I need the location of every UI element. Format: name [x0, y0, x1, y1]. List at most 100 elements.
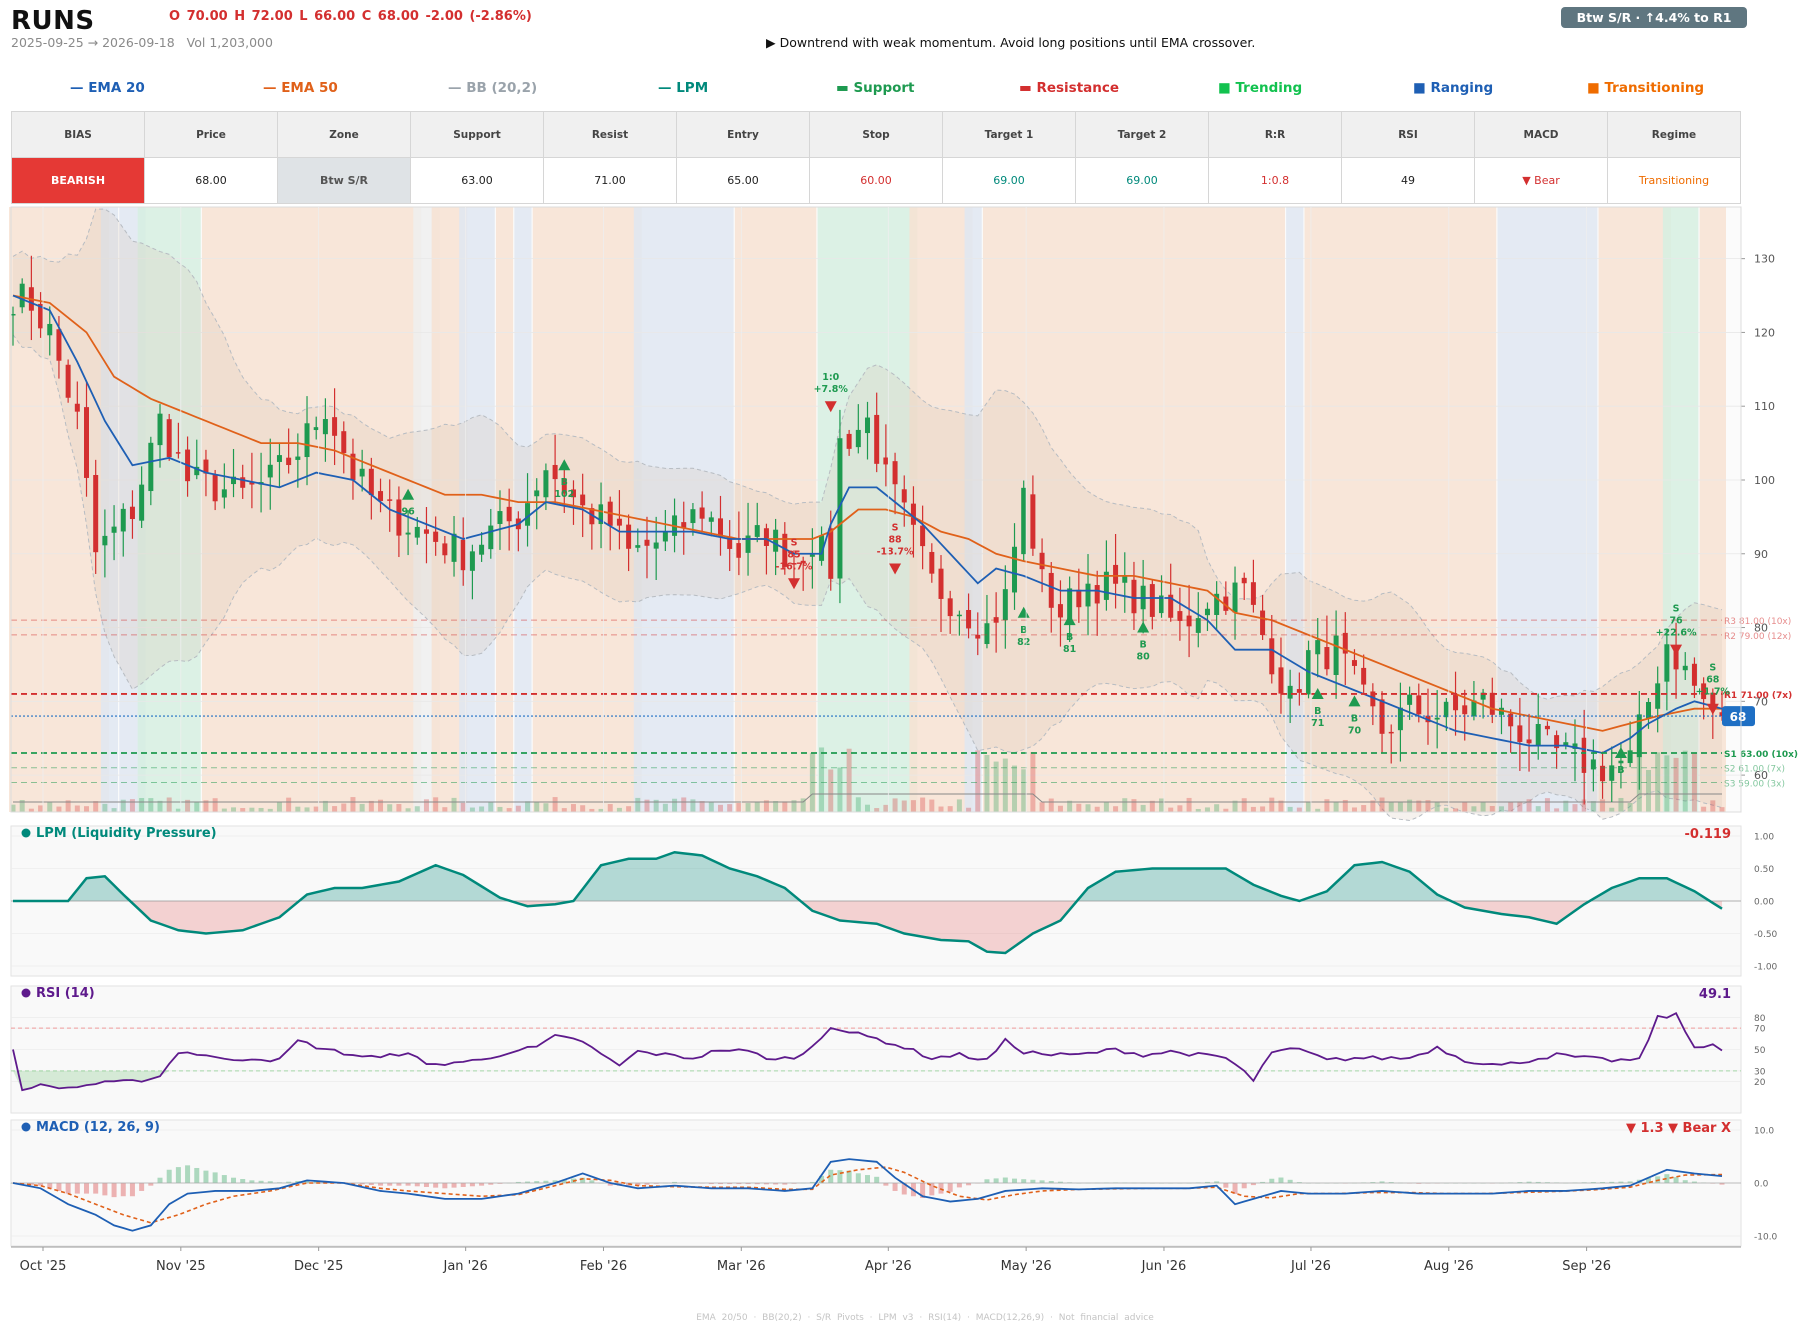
price-pane-border: [10, 206, 1742, 813]
candle-body: [791, 563, 797, 565]
candle-body: [1627, 750, 1633, 764]
candle-body: [1333, 635, 1339, 676]
macd-histogram-bar: [387, 1183, 393, 1186]
volume-bar: [773, 801, 779, 812]
macd-histogram-bar: [966, 1183, 972, 1186]
volume-bar: [203, 800, 209, 812]
candle-body: [1710, 692, 1716, 709]
candle-body: [350, 453, 356, 481]
volume-bar: [855, 797, 861, 812]
volume-bar: [1241, 798, 1247, 812]
candle-body: [1388, 731, 1394, 734]
volume-bar: [570, 804, 576, 812]
volume-bar: [1554, 808, 1560, 812]
candle-body: [1094, 585, 1100, 604]
candle-body: [1443, 701, 1449, 718]
candle-body: [1149, 584, 1155, 617]
candle-body: [203, 459, 209, 474]
macd-histogram-bar: [708, 1183, 714, 1185]
volume-bar: [938, 806, 944, 812]
candle-body: [1021, 487, 1027, 555]
candle-body: [773, 529, 779, 552]
rsi-tick-label: 70: [1754, 1025, 1766, 1035]
candle-body: [1324, 647, 1330, 670]
rsi-line: [12, 1012, 1723, 1092]
header-stop: Stop: [809, 111, 943, 158]
volume-bar: [782, 801, 788, 812]
macd-histogram-bar: [644, 1183, 650, 1185]
macd-histogram-bar: [139, 1183, 145, 1191]
macd-histogram-bar: [1204, 1181, 1210, 1183]
volume-bar: [1076, 803, 1082, 812]
macd-histogram-bar: [892, 1183, 898, 1191]
volume-bar: [1434, 801, 1440, 812]
volume-bar: [1315, 808, 1321, 812]
volume-bar: [1324, 799, 1330, 812]
x-tick-label: Jun '26: [1141, 1259, 1187, 1274]
macd-tick-label: 10.0: [1754, 1127, 1774, 1137]
candle-body: [984, 623, 990, 645]
volume-bar: [975, 750, 981, 812]
volume-bar: [341, 803, 347, 812]
volume-bar: [1140, 804, 1146, 812]
candle-body: [84, 407, 90, 478]
macd-histogram-bar: [295, 1181, 301, 1183]
macd-histogram-bar: [956, 1183, 962, 1188]
volume-bar: [368, 800, 374, 812]
sell-signal-label: 76: [1669, 616, 1683, 627]
candle-body: [653, 542, 659, 549]
rsi-tick-label: 30: [1754, 1067, 1766, 1077]
macd-histogram-bar: [102, 1183, 108, 1196]
volume-bar: [1168, 807, 1174, 812]
volume-bar: [65, 800, 71, 812]
buy-signal-label: 82: [1017, 637, 1030, 648]
candle-body: [1039, 552, 1045, 570]
price-tick-label: 110: [1754, 400, 1775, 413]
macd-histogram-bar: [819, 1175, 825, 1183]
volume-bar: [865, 804, 870, 812]
candle-body: [38, 303, 44, 329]
candle-body: [699, 507, 705, 519]
resistance-level-label: R2 79.00 (12x): [1724, 632, 1791, 642]
macd-histogram-bar: [1664, 1174, 1670, 1183]
volume-bar: [607, 804, 613, 812]
macd-histogram-bar: [1223, 1183, 1229, 1188]
macd-histogram-bar: [561, 1179, 567, 1183]
volume-bar: [497, 806, 503, 812]
macd-histogram-bar: [929, 1183, 935, 1196]
candle-body: [65, 364, 71, 398]
macd-histogram-bar: [828, 1169, 834, 1183]
candle-body: [1260, 610, 1266, 635]
candle-body: [947, 598, 953, 617]
volume-bar: [552, 797, 558, 812]
lpm-tick-label: 0.50: [1754, 865, 1774, 875]
x-tick-label: Apr '26: [865, 1259, 912, 1274]
volume-bar: [699, 801, 705, 812]
candle-body: [975, 634, 981, 639]
buy-signal-label: 70: [1348, 725, 1362, 736]
buy-signal-marker: [1017, 606, 1030, 618]
macd-histogram-bar: [414, 1183, 420, 1187]
candle-body: [1361, 667, 1367, 685]
lpm-current-value: -0.119: [1684, 827, 1731, 842]
candle-body: [442, 543, 448, 556]
macd-histogram-bar: [469, 1183, 475, 1187]
candle-body: [837, 438, 843, 579]
regime-band-transitioning: [9, 207, 109, 812]
volume-bar: [276, 801, 282, 812]
volume-bar: [846, 748, 852, 812]
volume-bar: [1416, 800, 1422, 812]
candle-body: [221, 489, 227, 498]
sell-signal-label: S: [1673, 604, 1680, 615]
macd-histogram-bar: [221, 1175, 227, 1183]
macd-histogram-bar: [736, 1183, 742, 1185]
volume-bar: [10, 804, 16, 812]
lpm-tick-label: -0.50: [1754, 930, 1778, 940]
macd-title-dot: [21, 1122, 31, 1132]
ticker-symbol: RUNS: [11, 6, 95, 36]
regime-band-ranging: [100, 207, 119, 812]
candle-body: [1701, 683, 1707, 700]
volume-bar: [1177, 805, 1183, 812]
macd-histogram-bar: [773, 1183, 779, 1185]
candle-body: [956, 614, 962, 617]
